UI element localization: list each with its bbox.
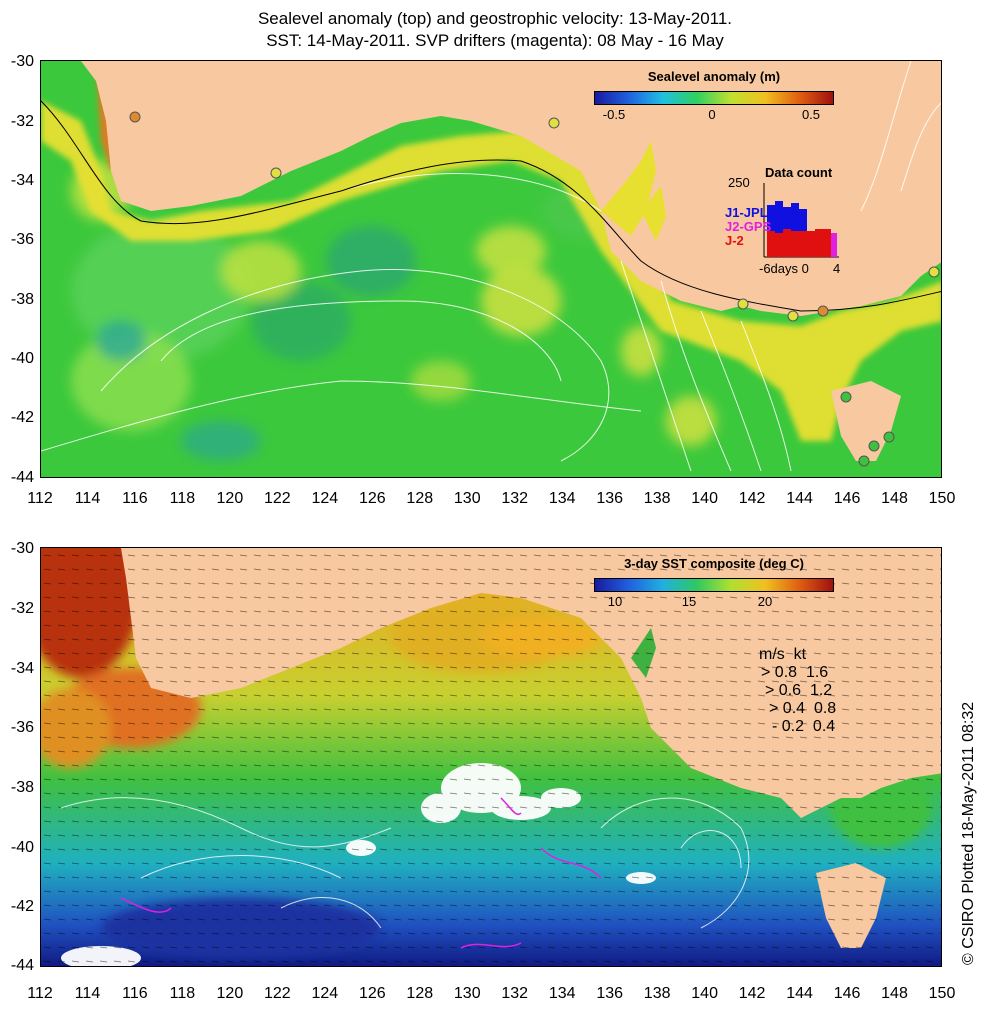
lon-tick: 132: [501, 985, 529, 1002]
data-count-title: Data count: [765, 165, 833, 180]
lon-tick: 134: [548, 490, 576, 507]
lon-tick: 130: [453, 490, 481, 507]
sla-map-graphic: [41, 61, 941, 477]
speed-legend-row: > 0.4 0.8: [769, 700, 837, 717]
sst-colorbar: [594, 578, 834, 592]
lon-tick: 136: [596, 985, 624, 1002]
sst-colorbar-tick: 15: [681, 594, 697, 609]
lat-tick: -42: [10, 409, 34, 426]
series-label-j2-gps: J2-GPS: [725, 219, 772, 234]
lon-tick: 124: [311, 490, 339, 507]
lon-tick: 116: [122, 490, 148, 507]
lat-tick: -38: [10, 779, 34, 796]
sla-colorbar-tick: -0.5: [602, 107, 626, 122]
lon-tick: 148: [881, 985, 908, 1002]
shelf-isobath: [41, 100, 941, 312]
sla-colorbar-tick: 0: [708, 107, 716, 122]
credit-text: © CSIRO Plotted 18-May-2011 08:32: [960, 701, 977, 965]
lon-tick: 140: [691, 985, 718, 1002]
speed-legend-header: m/s kt: [759, 646, 807, 663]
svp-drifter-tracks: [120, 797, 602, 949]
sst-map-graphic: [41, 548, 941, 966]
sst-map[interactable]: 3-day SST composite (deg C) 10 15 20 m/s…: [40, 547, 942, 967]
lon-tick: 112: [27, 490, 53, 507]
lat-tick: -36: [10, 231, 34, 248]
data-count-x-right: 4: [833, 261, 841, 276]
lat-tick: -32: [10, 113, 34, 130]
lon-tick: 140: [691, 490, 718, 507]
lon-tick: 122: [264, 490, 291, 507]
lon-tick: 114: [74, 490, 101, 507]
velocity-vectors: [41, 548, 941, 966]
sla-colorbar-tick: 0.5: [801, 107, 821, 122]
lat-tick: -38: [10, 291, 34, 308]
title-line-1: Sealevel anomaly (top) and geostrophic v…: [257, 9, 733, 28]
lat-tick: -44: [10, 469, 34, 486]
lon-tick: 126: [358, 985, 386, 1002]
lon-tick: 150: [928, 490, 956, 507]
lon-tick: 144: [786, 490, 813, 507]
lon-tick: 120: [216, 985, 244, 1002]
lon-tick: 128: [406, 490, 434, 507]
lon-tick: 134: [548, 985, 576, 1002]
lat-tick: -34: [10, 172, 34, 189]
lon-tick: 124: [311, 985, 339, 1002]
lon-tick: 116: [122, 985, 148, 1002]
lat-tick: -34: [10, 660, 34, 677]
lat-tick: -40: [10, 839, 34, 856]
sst-colorbar-tick: 20: [757, 594, 773, 609]
title-line-2: SST: 14-May-2011. SVP drifters (magenta)…: [266, 31, 724, 50]
sst-colorbar-title: 3-day SST composite (deg C): [624, 556, 804, 571]
lat-tick: -40: [10, 350, 34, 367]
lon-tick: 122: [264, 985, 291, 1002]
lon-tick: 148: [881, 490, 908, 507]
australia-mainland: [81, 61, 941, 316]
lat-tick: -36: [10, 719, 34, 736]
series-label-j1-jpl: J1-JPL: [725, 205, 768, 220]
lon-tick: 118: [169, 985, 196, 1002]
lon-tick: 126: [358, 490, 386, 507]
lat-tick: -44: [10, 957, 34, 974]
lon-tick: 138: [643, 985, 671, 1002]
lon-tick: 112: [27, 985, 53, 1002]
lat-tick: -30: [10, 53, 34, 70]
series-label-j-2: J-2: [725, 233, 744, 248]
lat-tick: -32: [10, 600, 34, 617]
lon-tick: 142: [738, 490, 766, 507]
lon-tick: 138: [643, 490, 671, 507]
lon-tick: 130: [453, 985, 481, 1002]
speed-legend-row: - 0.2 0.4: [772, 718, 836, 735]
lon-tick: 144: [786, 985, 813, 1002]
speed-legend-row: > 0.6 1.2: [765, 682, 833, 699]
data-count-x-label: -6days 0: [759, 261, 809, 276]
lat-tick: -30: [10, 540, 34, 557]
sea-level-anomaly-map[interactable]: Sealevel anomaly (m) -0.5 0 0.5 Data cou…: [40, 60, 942, 478]
speed-legend-row: > 0.8 1.6: [761, 664, 829, 681]
sla-colorbar: [594, 91, 834, 105]
sla-colorbar-title: Sealevel anomaly (m): [647, 69, 781, 84]
lon-tick: 120: [216, 490, 244, 507]
sst-colorbar-tick: 10: [607, 594, 623, 609]
lat-tick: -42: [10, 898, 34, 915]
lon-tick: 150: [928, 985, 956, 1002]
lon-tick: 136: [596, 490, 624, 507]
data-count-histogram: [763, 183, 839, 258]
lon-tick: 118: [169, 490, 196, 507]
station-markers: [129, 111, 940, 467]
ssh-contours: [41, 61, 941, 472]
lon-tick: 146: [833, 985, 861, 1002]
lon-tick: 142: [738, 985, 766, 1002]
lon-tick: 132: [501, 490, 529, 507]
lon-tick: 146: [833, 490, 861, 507]
lon-tick: 114: [74, 985, 101, 1002]
data-count-ymax: 250: [728, 175, 750, 190]
lon-tick: 128: [406, 985, 434, 1002]
